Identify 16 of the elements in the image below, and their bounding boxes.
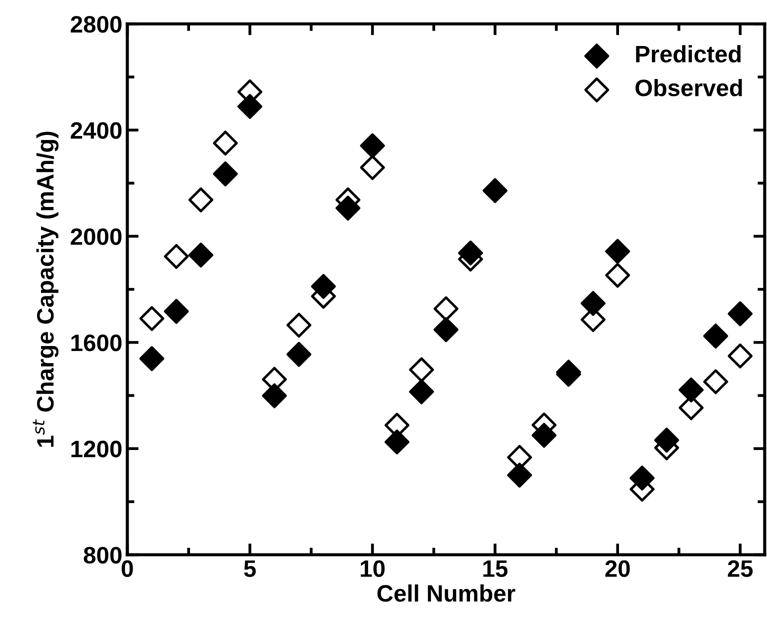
y-tick-label: 2800 bbox=[70, 16, 122, 33]
y-tick-label: 800 bbox=[84, 546, 122, 564]
x-tick-label: 0 bbox=[122, 560, 133, 577]
x-tick-label: 25 bbox=[728, 560, 753, 577]
y-tick-label: 2400 bbox=[70, 122, 122, 139]
x-axis-title: Cell Number bbox=[377, 584, 516, 602]
legend-label: Predicted bbox=[636, 45, 741, 62]
x-tick-label: 10 bbox=[360, 560, 385, 577]
x-tick-label: 15 bbox=[483, 560, 508, 577]
y-tick-label: 2000 bbox=[70, 228, 122, 246]
y-axis-title: 1$^{st}$ Charge Capacity (mAh/g) bbox=[32, 132, 59, 447]
y-tick-label: 1600 bbox=[71, 334, 122, 352]
x-tick-label: 5 bbox=[244, 560, 256, 577]
y-tick-label: 1200 bbox=[71, 440, 122, 458]
legend-label: Observed bbox=[636, 78, 742, 96]
x-tick-label: 20 bbox=[605, 560, 630, 577]
